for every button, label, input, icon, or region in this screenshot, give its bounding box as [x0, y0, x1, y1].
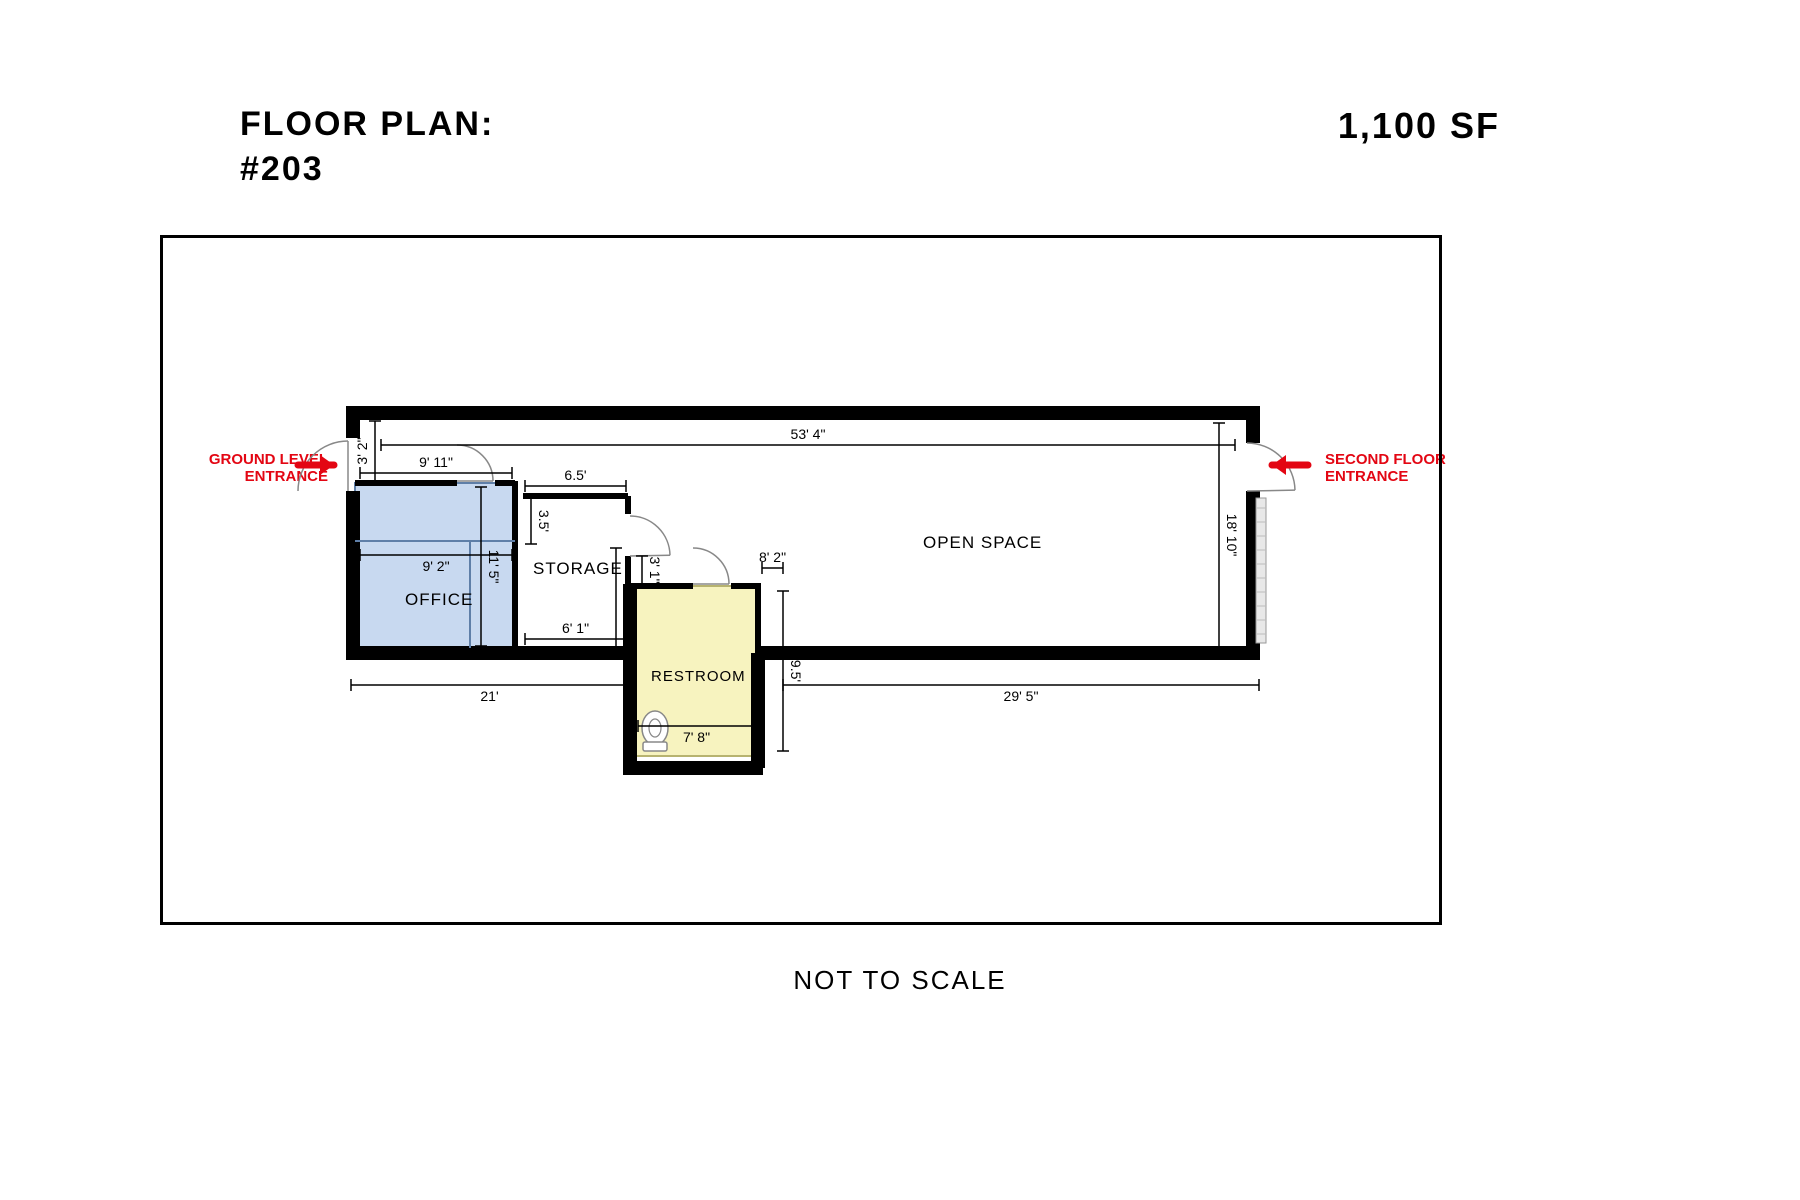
svg-text:OPEN SPACE: OPEN SPACE [923, 533, 1042, 552]
footer-note: NOT TO SCALE [0, 965, 1800, 996]
svg-text:29' 5": 29' 5" [1004, 688, 1039, 704]
svg-text:18' 10": 18' 10" [1224, 514, 1240, 557]
svg-text:3' 1": 3' 1" [647, 556, 663, 583]
plan-frame: OFFICE STORAGE RESTROOM OPEN SPACE 53' 4" 3' … [160, 235, 1442, 925]
svg-text:53' 4": 53' 4" [791, 426, 826, 442]
svg-text:21': 21' [480, 688, 498, 704]
svg-text:6.5': 6.5' [564, 467, 586, 483]
svg-text:9.5': 9.5' [788, 660, 804, 682]
svg-text:7' 1": 7' 1" [621, 584, 637, 611]
svg-text:3' 2": 3' 2" [354, 437, 370, 464]
floorplan-svg: OFFICE STORAGE RESTROOM OPEN SPACE 53' 4" 3' … [163, 238, 1445, 928]
svg-text:8' 2": 8' 2" [759, 549, 786, 565]
svg-text:6' 1": 6' 1" [562, 620, 589, 636]
svg-text:11' 5": 11' 5" [486, 550, 502, 584]
svg-text:7' 8": 7' 8" [683, 729, 710, 745]
page-title: FLOOR PLAN: [240, 105, 494, 144]
svg-text:3.5': 3.5' [536, 510, 552, 532]
page-unit: #203 [240, 150, 324, 189]
svg-text:STORAGE: STORAGE [533, 559, 623, 578]
svg-text:9' 11": 9' 11" [419, 454, 453, 470]
svg-text:9' 2": 9' 2" [422, 558, 449, 574]
square-footage: 1,100 SF [1338, 105, 1500, 147]
svg-text:RESTROOM: RESTROOM [651, 668, 746, 685]
svg-text:OFFICE: OFFICE [405, 590, 473, 609]
